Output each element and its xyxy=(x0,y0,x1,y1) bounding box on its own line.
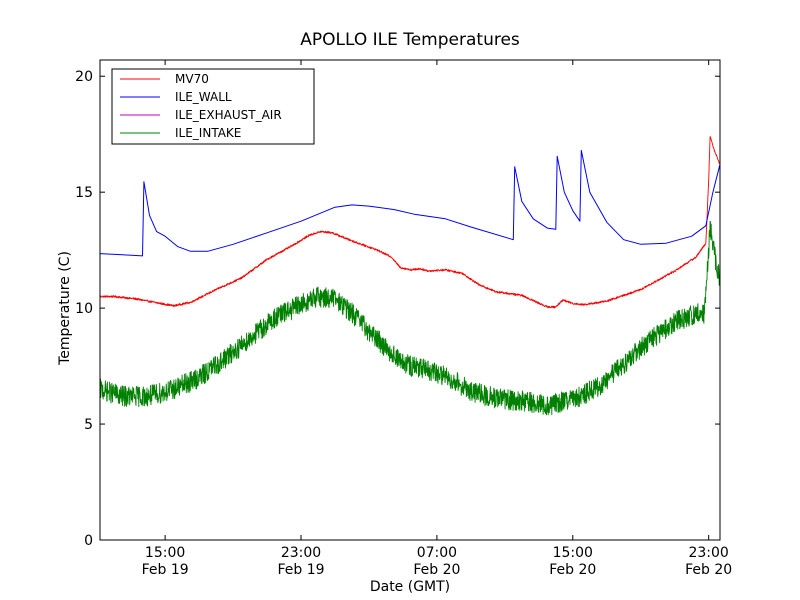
x-tick-date-label: Feb 20 xyxy=(685,562,732,578)
x-axis-label: Date (GMT) xyxy=(370,579,450,595)
legend: MV70 ILE_WALL ILE_EXHAUST_AIR ILE_INTAKE xyxy=(111,68,315,145)
legend-label: ILE_WALL xyxy=(175,90,232,104)
legend-label: ILE_EXHAUST_AIR xyxy=(175,108,282,122)
series-layer xyxy=(99,136,721,416)
series-line-ile-intake xyxy=(99,220,721,416)
x-tick-date-label: Feb 19 xyxy=(142,562,189,578)
series-line-ile-wall xyxy=(99,149,721,257)
x-tick-time-label: 23:00 xyxy=(281,545,321,561)
series-line-mv70 xyxy=(99,136,721,309)
y-tick-label: 15 xyxy=(75,185,93,201)
x-tick-time-label: 15:00 xyxy=(553,545,593,561)
legend-label: MV70 xyxy=(175,72,209,86)
plot-frame xyxy=(99,59,721,541)
x-tick-date-label: Feb 20 xyxy=(549,562,596,578)
chart-title: APOLLO ILE Temperatures xyxy=(300,30,520,50)
legend-label: ILE_INTAKE xyxy=(175,126,241,140)
y-tick-label: 5 xyxy=(84,417,93,433)
x-tick-date-label: Feb 19 xyxy=(277,562,324,578)
x-tick-time-label: 23:00 xyxy=(688,545,728,561)
legend-box xyxy=(111,68,315,145)
y-axis-label: Temperature (C) xyxy=(57,251,73,366)
x-tick-date-label: Feb 20 xyxy=(413,562,460,578)
y-tick-label: 0 xyxy=(84,533,93,549)
x-tick-time-label: 15:00 xyxy=(145,545,185,561)
y-tick-label: 10 xyxy=(75,301,93,317)
y-tick-label: 20 xyxy=(75,69,93,85)
x-tick-time-label: 07:00 xyxy=(417,545,457,561)
